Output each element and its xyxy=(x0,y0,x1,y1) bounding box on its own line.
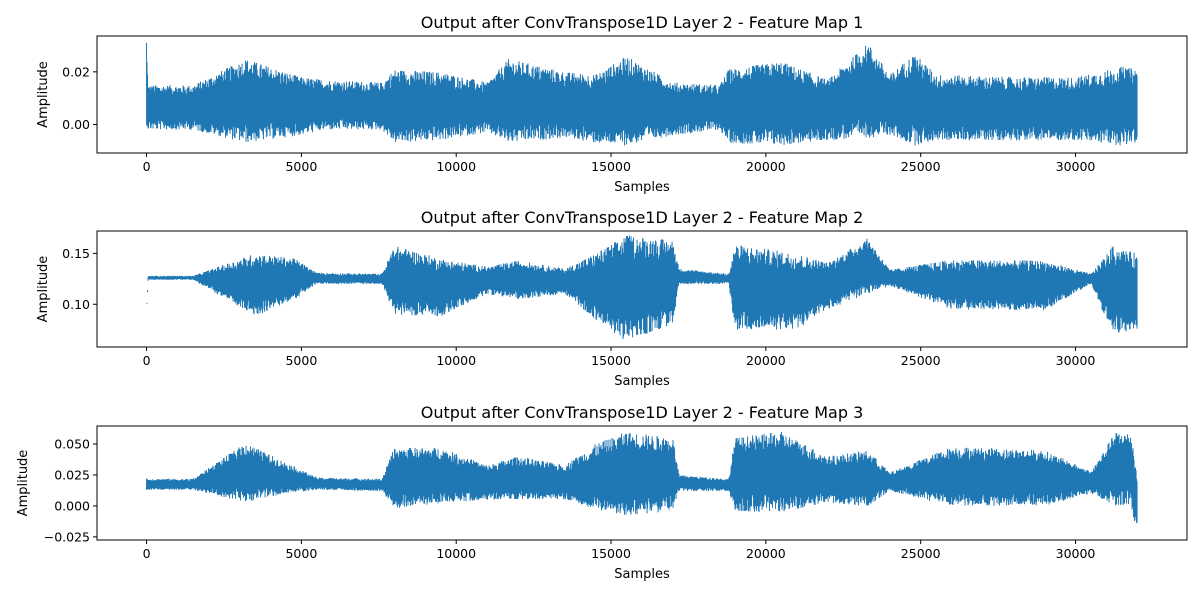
x-tick-label: 25000 xyxy=(901,353,941,368)
x-axis-label: Samples xyxy=(614,180,670,195)
chart-title: Output after ConvTranspose1D Layer 2 - F… xyxy=(421,403,864,422)
y-tick-label: 0.02 xyxy=(62,64,90,79)
chart-panel-2: Output after ConvTranspose1D Layer 2 - F… xyxy=(36,208,1188,389)
x-axis-label: Samples xyxy=(614,374,670,389)
x-tick-label: 5000 xyxy=(285,546,317,561)
x-tick-label: 20000 xyxy=(746,546,786,561)
x-tick-label: 30000 xyxy=(1056,546,1096,561)
chart-panel-1: Output after ConvTranspose1D Layer 2 - F… xyxy=(36,13,1188,195)
x-tick-label: 5000 xyxy=(285,159,317,174)
y-tick-label: 0.10 xyxy=(62,297,90,312)
plot-frame xyxy=(96,35,1188,154)
chart-title: Output after ConvTranspose1D Layer 2 - F… xyxy=(421,208,864,227)
y-tick-label: −0.025 xyxy=(44,529,90,544)
plot-frame xyxy=(96,425,1188,541)
x-tick-label: 15000 xyxy=(591,353,631,368)
chart-title: Output after ConvTranspose1D Layer 2 - F… xyxy=(421,13,864,32)
x-tick-label: 10000 xyxy=(436,159,476,174)
x-tick-label: 15000 xyxy=(591,159,631,174)
x-tick-label: 20000 xyxy=(746,353,786,368)
plot-frame xyxy=(96,230,1188,348)
x-tick-label: 0 xyxy=(143,353,151,368)
x-tick-label: 5000 xyxy=(285,353,317,368)
x-tick-label: 30000 xyxy=(1056,353,1096,368)
chart-panel-3: Output after ConvTranspose1D Layer 2 - F… xyxy=(16,403,1188,582)
x-tick-label: 10000 xyxy=(436,546,476,561)
x-tick-label: 25000 xyxy=(901,546,941,561)
y-axis-label: Amplitude xyxy=(36,256,51,323)
y-tick-label: 0.00 xyxy=(62,117,90,132)
x-tick-label: 30000 xyxy=(1056,159,1096,174)
x-tick-label: 10000 xyxy=(436,353,476,368)
series-line xyxy=(146,42,1138,146)
series-line xyxy=(146,235,1138,340)
x-tick-label: 0 xyxy=(143,546,151,561)
y-tick-label: 0.000 xyxy=(54,498,90,513)
series-line xyxy=(146,431,1138,523)
x-axis-label: Samples xyxy=(614,567,670,582)
y-tick-label: 0.15 xyxy=(62,246,90,261)
x-tick-label: 15000 xyxy=(591,546,631,561)
x-tick-label: 20000 xyxy=(746,159,786,174)
x-tick-label: 25000 xyxy=(901,159,941,174)
y-axis-label: Amplitude xyxy=(36,61,51,128)
x-tick-label: 0 xyxy=(143,159,151,174)
y-tick-label: 0.025 xyxy=(54,467,90,482)
y-tick-label: 0.050 xyxy=(54,436,90,451)
y-axis-label: Amplitude xyxy=(16,450,31,517)
